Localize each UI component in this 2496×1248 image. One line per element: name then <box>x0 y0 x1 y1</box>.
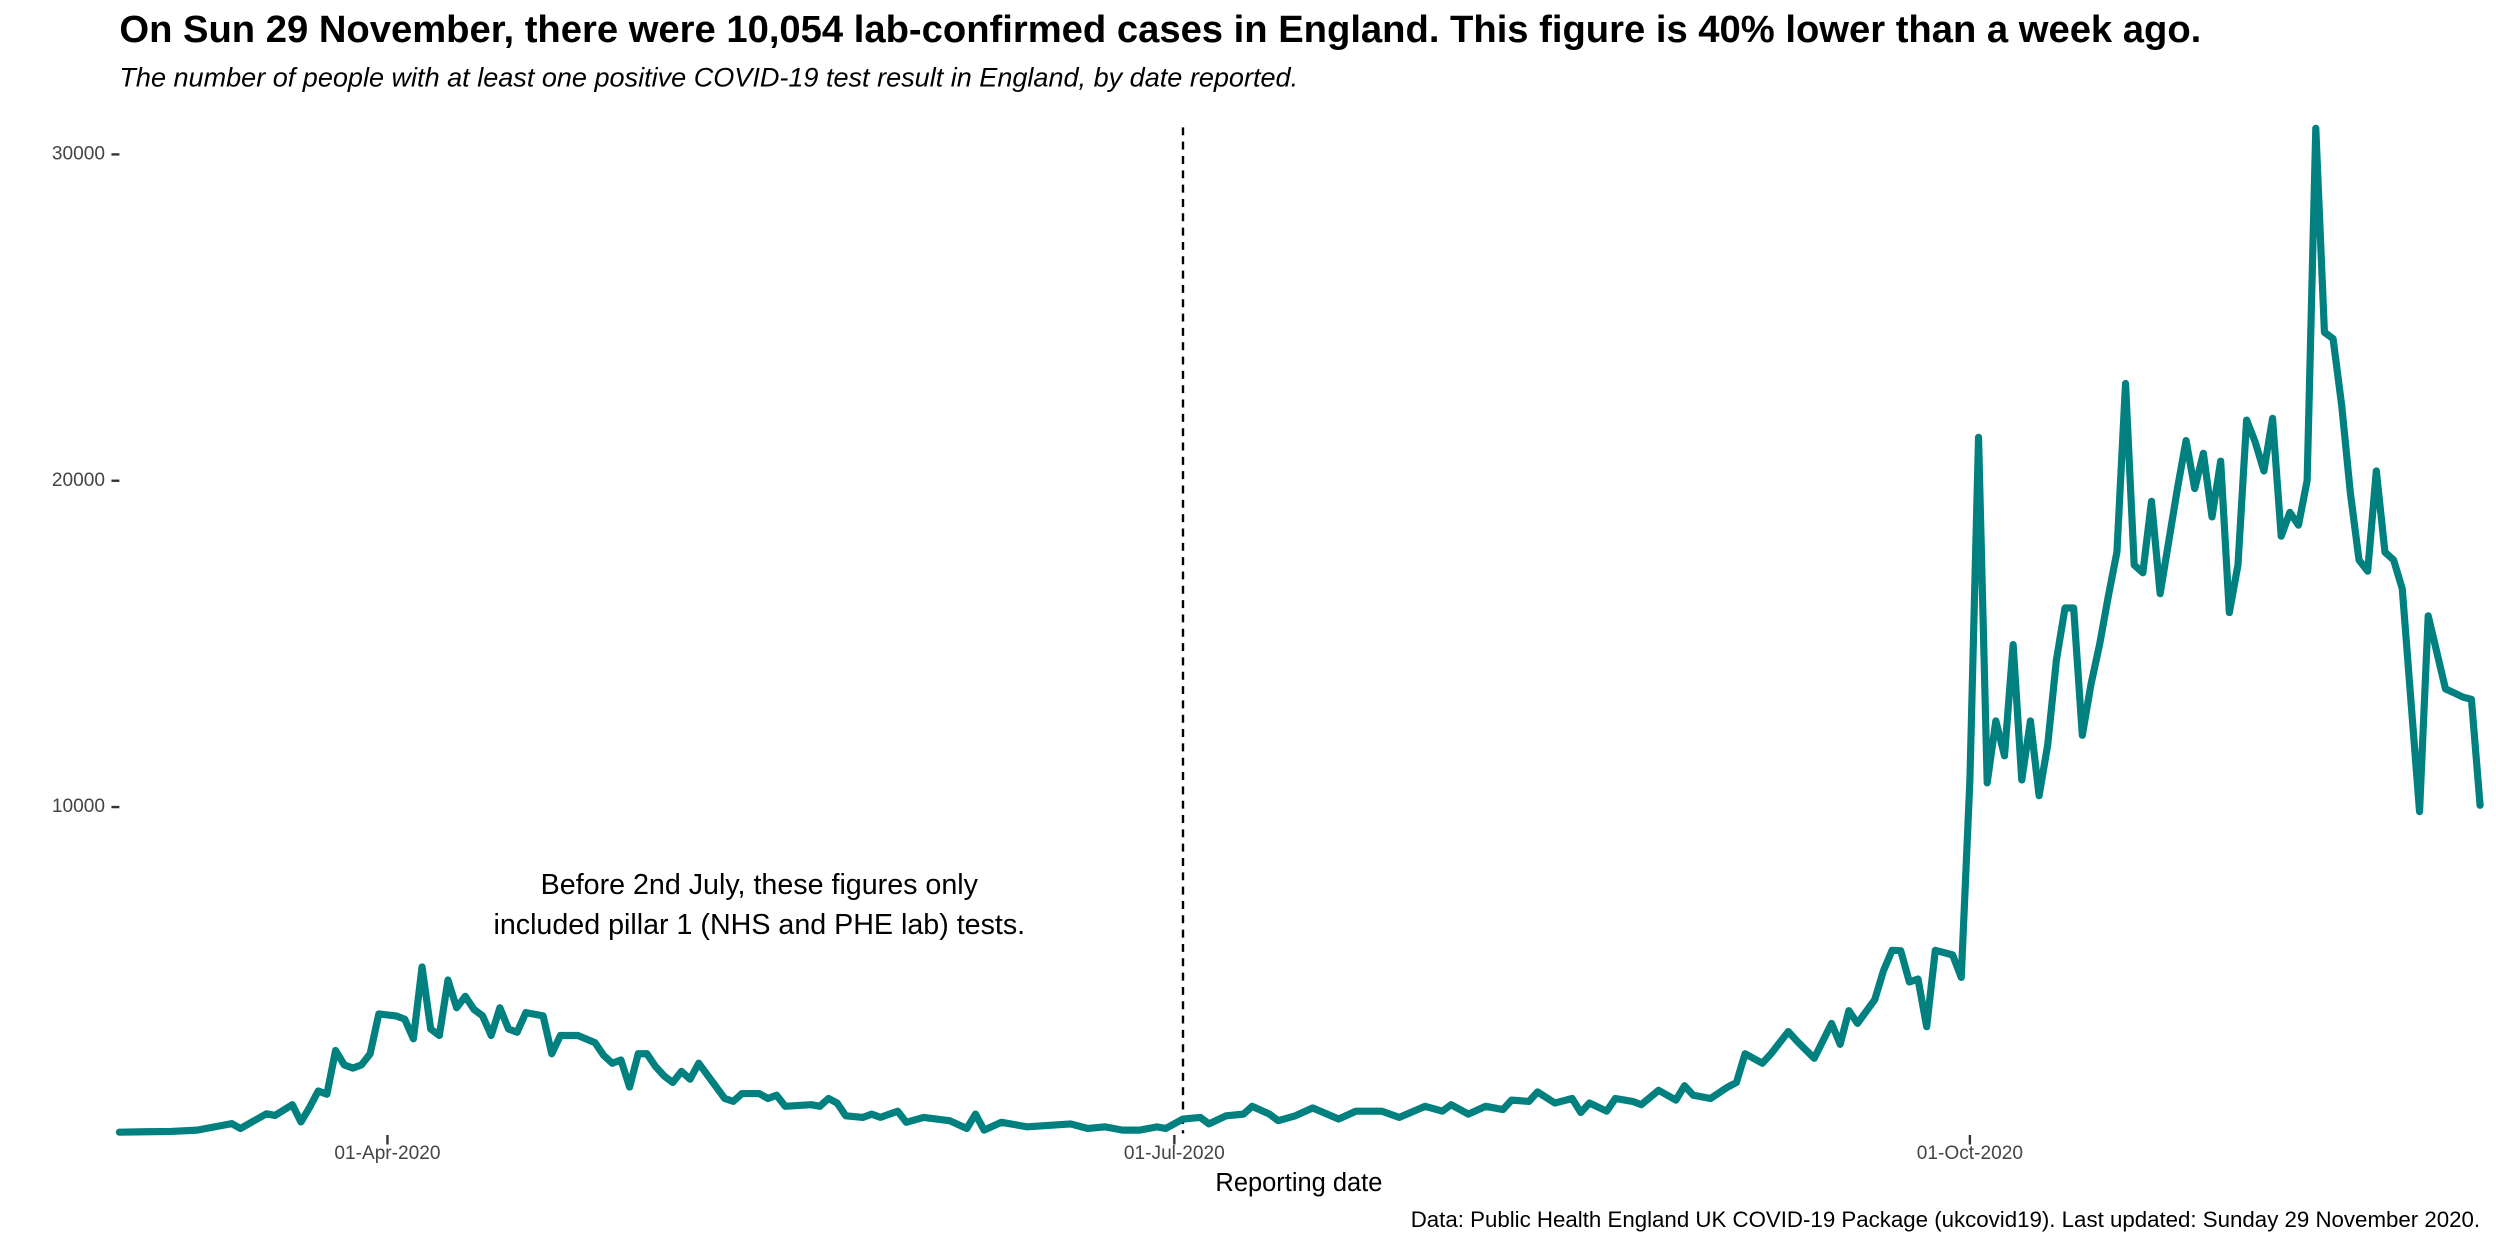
x-tick-label: 01-Jul-2020 <box>1124 1143 1225 1164</box>
y-tick-label: 30000 <box>52 143 105 164</box>
chart-title: On Sun 29 November, there were 10,054 la… <box>119 8 2201 51</box>
y-tick-label: 20000 <box>52 470 105 491</box>
x-tick-label: 01-Apr-2020 <box>334 1143 440 1164</box>
x-tick-label: 01-Oct-2020 <box>1917 1143 2023 1164</box>
y-tick-label: 10000 <box>52 796 105 817</box>
annotation: included pillar 1 (NHS and PHE lab) test… <box>493 909 1025 941</box>
data-line <box>115 124 2484 1136</box>
annotation: Before 2nd July, these figures only <box>541 869 979 901</box>
caption: Data: Public Health England UK COVID-19 … <box>1411 1207 2480 1232</box>
chart-subtitle: The number of people with at least one p… <box>119 63 1298 93</box>
x-axis-label: Reporting date <box>1215 1169 1382 1197</box>
